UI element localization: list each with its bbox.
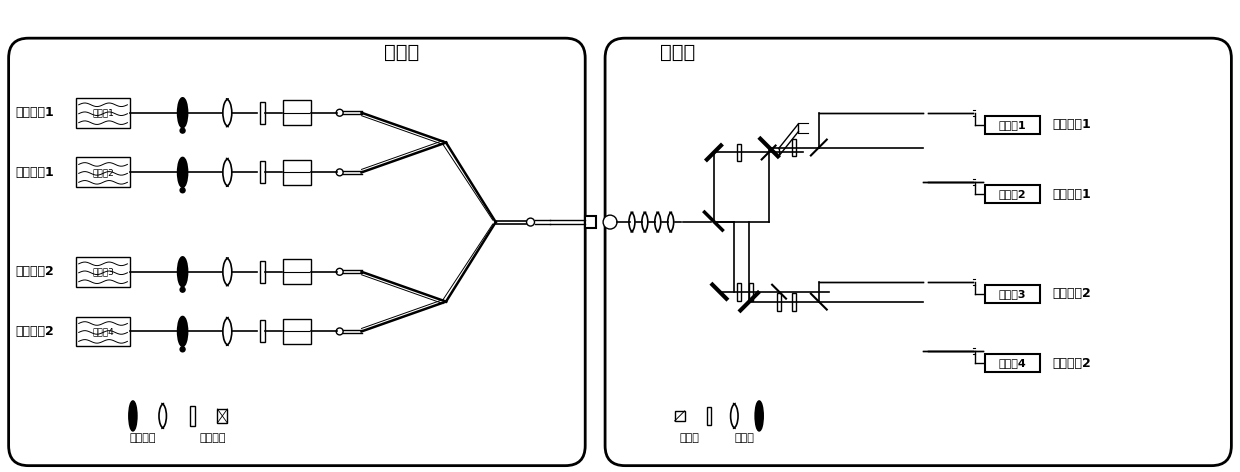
Bar <box>76 158 130 187</box>
Ellipse shape <box>177 158 187 187</box>
Bar <box>259 102 264 124</box>
Bar <box>738 283 742 301</box>
Circle shape <box>180 188 185 193</box>
Text: 发射波长2: 发射波长2 <box>16 265 55 278</box>
Bar <box>986 354 1040 372</box>
Bar <box>76 257 130 287</box>
Circle shape <box>336 109 343 116</box>
Text: 探测波长1: 探测波长1 <box>1053 188 1091 201</box>
Bar <box>585 216 595 228</box>
Text: 探测波长1: 探测波长1 <box>1053 118 1091 131</box>
Bar <box>986 116 1040 134</box>
Text: 声光调制: 声光调制 <box>129 433 156 443</box>
Circle shape <box>180 128 185 133</box>
Bar <box>792 139 796 157</box>
Text: 起偏器: 起偏器 <box>734 433 754 443</box>
Text: 激光器1: 激光器1 <box>92 108 114 117</box>
Bar <box>792 293 796 311</box>
Bar <box>259 261 264 283</box>
Ellipse shape <box>755 401 763 431</box>
Circle shape <box>527 218 534 226</box>
Text: 窄带滤波: 窄带滤波 <box>200 433 226 443</box>
Bar <box>283 319 311 344</box>
Text: 探测器4: 探测器4 <box>998 358 1027 368</box>
Bar <box>986 285 1040 303</box>
Bar <box>675 411 684 421</box>
Text: 接收端: 接收端 <box>660 43 694 62</box>
Bar <box>76 317 130 346</box>
Bar <box>283 160 311 185</box>
Text: 激光器4: 激光器4 <box>92 327 114 336</box>
Circle shape <box>585 217 595 228</box>
Circle shape <box>336 268 343 275</box>
Text: 分束器: 分束器 <box>680 433 699 443</box>
Ellipse shape <box>177 317 187 346</box>
Circle shape <box>180 347 185 352</box>
Bar <box>259 161 264 183</box>
Ellipse shape <box>177 98 187 127</box>
FancyBboxPatch shape <box>605 38 1231 466</box>
Bar <box>986 185 1040 203</box>
Bar <box>749 283 753 301</box>
Text: 发射波长1: 发射波长1 <box>16 166 55 179</box>
Text: 发射波长2: 发射波长2 <box>16 325 55 338</box>
Text: 激光器2: 激光器2 <box>92 168 114 177</box>
Text: 激光器3: 激光器3 <box>92 267 114 276</box>
Ellipse shape <box>129 401 136 431</box>
Bar <box>777 293 781 311</box>
Bar <box>76 98 130 127</box>
Bar <box>708 407 712 425</box>
Circle shape <box>336 328 343 335</box>
Circle shape <box>336 169 343 176</box>
FancyBboxPatch shape <box>9 38 585 466</box>
Bar <box>217 409 227 423</box>
Text: 探测波长2: 探测波长2 <box>1053 357 1091 370</box>
Bar <box>737 143 740 161</box>
Text: 发射波长1: 发射波长1 <box>16 106 55 119</box>
Text: 探测器3: 探测器3 <box>999 289 1027 299</box>
Bar <box>259 320 264 342</box>
Bar <box>283 259 311 284</box>
Text: 探测波长2: 探测波长2 <box>1053 287 1091 300</box>
Text: 探测器2: 探测器2 <box>999 189 1027 199</box>
Bar <box>190 406 195 426</box>
Text: 探测器1: 探测器1 <box>999 120 1027 130</box>
Circle shape <box>180 287 185 292</box>
Ellipse shape <box>177 257 187 287</box>
Circle shape <box>603 215 618 229</box>
Text: 发射端: 发射端 <box>383 43 419 62</box>
Bar <box>283 101 311 125</box>
